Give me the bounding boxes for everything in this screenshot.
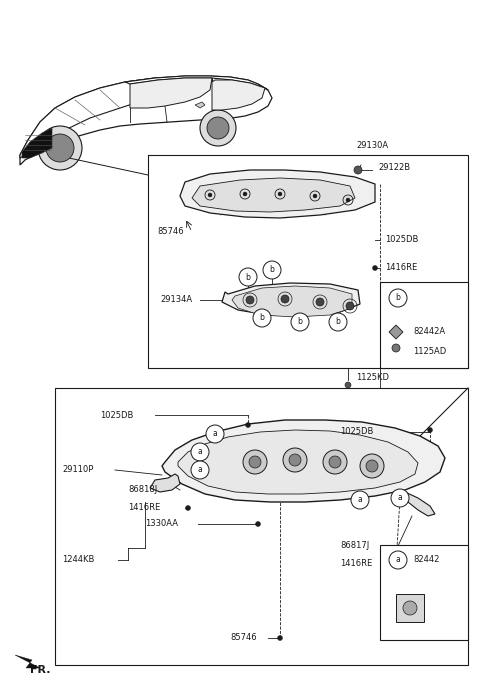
Circle shape (191, 461, 209, 479)
Circle shape (206, 425, 224, 443)
Circle shape (316, 298, 324, 306)
Text: 29110P: 29110P (62, 466, 94, 475)
Polygon shape (130, 78, 212, 108)
Text: a: a (198, 466, 203, 475)
Circle shape (191, 443, 209, 461)
Text: 29130A: 29130A (356, 141, 388, 150)
Circle shape (291, 313, 309, 331)
Polygon shape (389, 325, 403, 339)
Polygon shape (222, 283, 360, 316)
Text: 1025DB: 1025DB (385, 235, 419, 244)
Text: b: b (270, 266, 275, 275)
Bar (396, 594, 424, 622)
Polygon shape (400, 492, 435, 516)
Text: b: b (396, 294, 400, 303)
Circle shape (393, 561, 397, 566)
Circle shape (283, 448, 307, 472)
Text: 82442: 82442 (413, 555, 439, 564)
Circle shape (207, 117, 229, 139)
Circle shape (278, 192, 282, 196)
Polygon shape (232, 286, 352, 317)
Circle shape (403, 601, 417, 615)
Text: 29122B: 29122B (378, 164, 410, 173)
Circle shape (246, 296, 254, 304)
Circle shape (200, 110, 236, 146)
Bar (148, 155, 468, 368)
Circle shape (253, 309, 271, 327)
Circle shape (389, 551, 407, 569)
Circle shape (329, 456, 341, 468)
Text: 1125KD: 1125KD (356, 373, 389, 382)
Circle shape (208, 193, 212, 197)
Circle shape (372, 266, 377, 270)
Circle shape (38, 126, 82, 170)
Text: 1025DB: 1025DB (100, 411, 133, 420)
Text: b: b (336, 317, 340, 327)
Circle shape (329, 313, 347, 331)
Text: a: a (396, 555, 400, 564)
Circle shape (46, 134, 74, 162)
Polygon shape (20, 78, 165, 158)
Text: 1416RE: 1416RE (128, 504, 160, 513)
Bar (380, 545, 468, 640)
Circle shape (289, 454, 301, 466)
Polygon shape (178, 430, 418, 494)
Circle shape (351, 491, 369, 509)
Circle shape (313, 194, 317, 198)
Circle shape (428, 427, 432, 433)
Text: b: b (246, 272, 251, 281)
Bar (380, 282, 468, 368)
Circle shape (255, 522, 261, 526)
Text: 29134A: 29134A (160, 296, 192, 305)
Circle shape (243, 192, 247, 196)
Circle shape (345, 382, 351, 388)
Text: 82442A: 82442A (413, 327, 445, 336)
Circle shape (346, 302, 354, 310)
Circle shape (323, 450, 347, 474)
Text: b: b (260, 314, 264, 323)
Circle shape (392, 344, 400, 352)
Text: 1330AA: 1330AA (145, 519, 178, 528)
Text: b: b (298, 317, 302, 327)
Circle shape (245, 422, 251, 427)
Circle shape (346, 198, 350, 202)
Polygon shape (22, 128, 52, 158)
Text: 1416RE: 1416RE (340, 559, 372, 568)
Circle shape (389, 289, 407, 307)
Text: 86817J: 86817J (340, 541, 369, 550)
Circle shape (391, 489, 409, 507)
Circle shape (185, 506, 191, 510)
Circle shape (366, 460, 378, 472)
Circle shape (281, 295, 289, 303)
Polygon shape (162, 420, 445, 502)
Text: FR.: FR. (30, 665, 50, 675)
Text: a: a (198, 447, 203, 457)
Polygon shape (15, 655, 40, 668)
Polygon shape (212, 80, 265, 110)
Text: 1416RE: 1416RE (385, 264, 417, 272)
Polygon shape (150, 474, 180, 492)
Polygon shape (195, 102, 205, 108)
Text: a: a (213, 429, 217, 438)
Text: 1025DB: 1025DB (340, 427, 373, 436)
Text: 85746: 85746 (157, 228, 184, 237)
Text: 86818J: 86818J (128, 486, 157, 495)
Bar (55, 388, 468, 665)
Circle shape (239, 268, 257, 286)
Circle shape (243, 450, 267, 474)
Circle shape (360, 454, 384, 478)
Polygon shape (125, 76, 268, 90)
Circle shape (354, 166, 362, 174)
Text: 1125AD: 1125AD (413, 347, 446, 356)
Circle shape (277, 636, 283, 641)
Polygon shape (180, 170, 375, 218)
Text: 1244KB: 1244KB (62, 555, 95, 564)
Circle shape (263, 261, 281, 279)
Circle shape (249, 456, 261, 468)
Polygon shape (192, 178, 355, 212)
Text: a: a (358, 495, 362, 504)
Text: a: a (397, 493, 402, 502)
Text: 85746: 85746 (230, 634, 257, 643)
Polygon shape (20, 76, 272, 165)
